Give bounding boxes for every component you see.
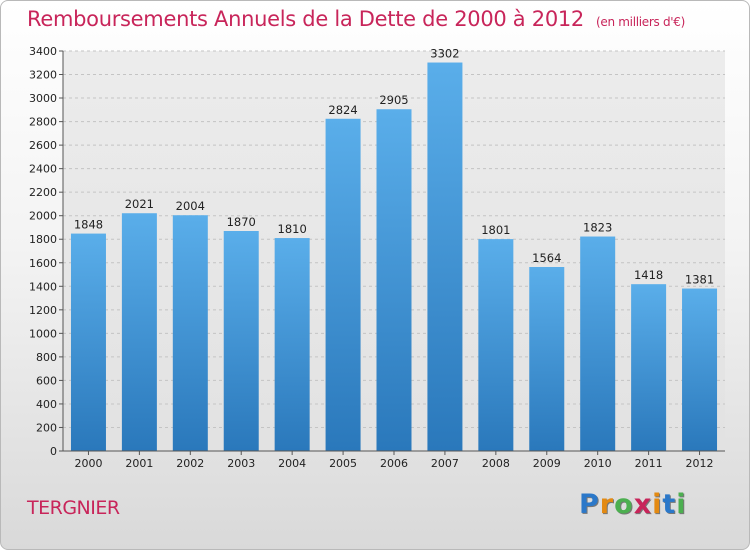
- bar-2008: [478, 239, 514, 451]
- x-tick-label-2012: 2012: [686, 457, 714, 470]
- y-tick-label: 1600: [29, 257, 57, 270]
- x-tick-label-2009: 2009: [533, 457, 561, 470]
- y-tick-label: 200: [36, 421, 57, 434]
- value-label-2002: 2004: [176, 199, 205, 213]
- logo-letter: x: [633, 489, 653, 520]
- value-label-2010: 1823: [583, 221, 612, 235]
- y-tick-label: 3200: [29, 69, 57, 82]
- bar-2010: [580, 236, 616, 451]
- value-label-2004: 1810: [278, 222, 307, 236]
- chart-title: Remboursements Annuels de la Dette de 20…: [27, 7, 685, 31]
- logo-letter: i: [652, 489, 663, 520]
- y-tick-label: 2400: [29, 163, 57, 176]
- x-tick-label-2002: 2002: [176, 457, 204, 470]
- logo-letter: r: [599, 489, 615, 520]
- y-tick-label: 2600: [29, 139, 57, 152]
- y-tick-label: 400: [36, 398, 57, 411]
- logo-letter: t: [662, 489, 677, 520]
- x-axis-labels: 2000 2001 2002 2003 2004 2005 2006 2007 2008 2009…: [74, 451, 714, 470]
- x-tick-label-2003: 2003: [227, 457, 255, 470]
- y-tick-label: 1800: [29, 233, 57, 246]
- logo-letter: P: [579, 489, 600, 520]
- city-name: TERGNIER: [27, 497, 120, 519]
- bar-2000: [70, 233, 106, 451]
- value-label-2008: 1801: [481, 223, 510, 237]
- x-tick-label-2000: 2000: [74, 457, 102, 470]
- x-tick-label-2006: 2006: [380, 457, 408, 470]
- x-tick-label-2010: 2010: [584, 457, 612, 470]
- logo-letter: i: [676, 489, 687, 520]
- bar-2006: [376, 109, 412, 451]
- value-label-2009: 1564: [532, 251, 561, 265]
- y-tick-label: 2800: [29, 116, 57, 129]
- bar-2001: [121, 213, 157, 451]
- x-tick-label-2007: 2007: [431, 457, 459, 470]
- chart-title-text: Remboursements Annuels de la Dette de 20…: [27, 7, 584, 31]
- y-tick-label: 2200: [29, 186, 57, 199]
- y-tick-label: 3400: [29, 45, 57, 58]
- y-tick-label: 3000: [29, 92, 57, 105]
- bar-2012: [682, 288, 718, 451]
- value-label-2012: 1381: [685, 273, 714, 287]
- y-tick-label: 1200: [29, 304, 57, 317]
- proxiti-logo: Proxiti: [579, 489, 687, 520]
- y-tick-label: 1400: [29, 280, 57, 293]
- x-tick-label-2005: 2005: [329, 457, 357, 470]
- value-label-2005: 2824: [328, 103, 357, 117]
- y-axis-ticks: 0 200 400 600 800 1000 1200 1400 1600 1800 2000 220…: [29, 45, 63, 458]
- value-label-2000: 1848: [74, 218, 103, 232]
- x-tick-label-2001: 2001: [125, 457, 153, 470]
- value-label-2006: 2905: [379, 93, 408, 107]
- y-tick-label: 0: [50, 445, 57, 458]
- y-tick-label: 600: [36, 374, 57, 387]
- bar-2005: [325, 118, 361, 451]
- chart-unit-note: (en milliers d'€): [596, 15, 686, 29]
- bar-2002: [172, 215, 208, 451]
- x-tick-label-2011: 2011: [635, 457, 663, 470]
- bar-2007: [427, 62, 463, 451]
- bar-2011: [631, 284, 667, 451]
- y-tick-label: 2000: [29, 210, 57, 223]
- y-tick-label: 1000: [29, 327, 57, 340]
- bar-2003: [223, 231, 259, 451]
- bar-2009: [529, 267, 565, 451]
- bar-2004: [274, 238, 310, 451]
- logo-letter: o: [614, 489, 634, 520]
- bars: 1848 2021 2004 1870 1810 2824 2905 3302 1801 1564…: [70, 47, 718, 451]
- value-label-2011: 1418: [634, 268, 663, 282]
- x-tick-label-2004: 2004: [278, 457, 306, 470]
- y-tick-label: 800: [36, 351, 57, 364]
- value-label-2003: 1870: [227, 215, 256, 229]
- x-tick-label-2008: 2008: [482, 457, 510, 470]
- value-label-2007: 3302: [430, 47, 459, 61]
- value-label-2001: 2021: [125, 197, 154, 211]
